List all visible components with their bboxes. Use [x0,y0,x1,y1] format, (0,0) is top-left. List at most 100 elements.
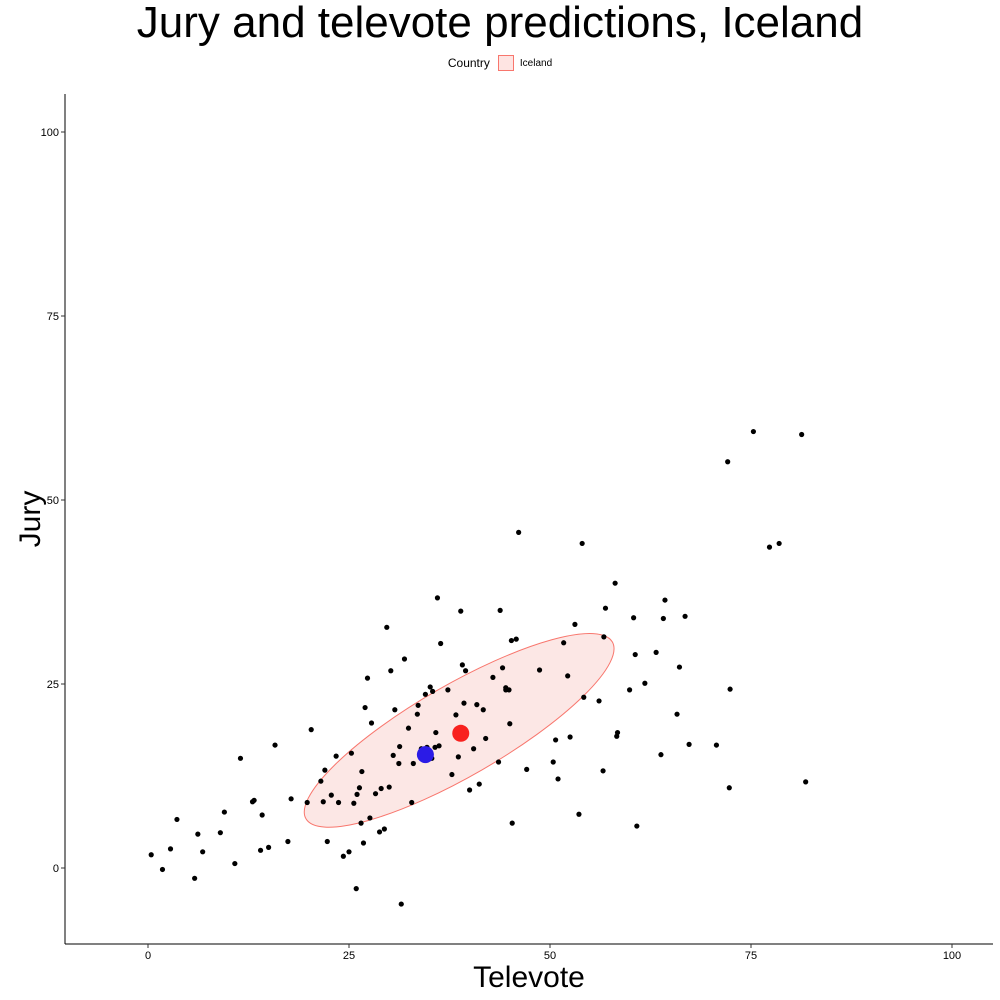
legend-title: Country [447,56,490,70]
data-point [803,779,809,785]
x-axis-title: Televote [473,961,585,994]
data-point [461,700,467,706]
x-tick-label: 100 [943,950,961,962]
data-point [490,674,496,680]
data-point [430,688,436,694]
data-point [434,595,441,601]
data-point [367,815,373,821]
data-point [634,823,640,829]
data-point [433,729,439,736]
data-point [474,702,480,708]
data-point [642,680,648,686]
data-point [335,799,342,806]
data-point [217,830,223,836]
data-point [401,656,408,662]
data-point [354,791,360,798]
data-point [572,621,578,627]
data-point [348,750,355,756]
data-point [358,820,364,826]
data-point [495,759,502,765]
data-point [195,831,201,837]
data-point [320,799,326,805]
data-point [682,613,688,619]
data-point [503,687,509,693]
data-point [686,741,692,747]
legend-key-iceland [497,55,514,71]
data-point [362,704,368,711]
data-point [351,800,357,806]
data-point [304,799,310,806]
data-point [524,766,530,772]
data-point [453,712,459,718]
chart-title: Jury and televote predictions, Iceland [136,0,864,47]
data-point [480,707,486,713]
data-point [200,849,206,855]
data-point [422,691,428,697]
data-point [725,459,731,465]
data-point [257,847,264,853]
data-point [356,785,363,791]
data-point [567,734,573,740]
data-point [553,737,559,743]
y-tick-label: 100 [41,127,59,139]
data-point [438,640,444,647]
data-point [508,637,515,644]
data-point [251,797,257,803]
data-point [396,760,402,767]
x-tick-label: 75 [745,950,757,962]
iceland-televote-point [416,746,434,764]
data-point [415,702,421,708]
data-point [384,624,390,630]
data-point [766,544,773,550]
data-point [713,742,720,748]
data-point [346,849,352,855]
data-point [360,840,367,846]
data-point [388,668,394,674]
points-layer [148,428,809,907]
data-point [555,776,561,782]
data-point [632,651,638,658]
data-point [662,597,668,603]
data-point [581,694,587,700]
data-point [285,838,291,845]
data-point [414,711,420,717]
data-point [653,649,659,655]
data-point [601,634,607,640]
data-point [405,725,412,731]
y-tick-label: 75 [47,311,59,323]
iceland-jury-point [452,724,470,742]
data-point [392,707,398,713]
data-point [266,844,272,850]
data-point [364,675,371,681]
data-point [378,785,384,792]
data-point [516,529,522,535]
data-point [322,767,328,773]
data-point [340,853,346,859]
data-point [432,744,438,750]
data-point [602,605,609,611]
data-point [221,809,227,815]
data-point [368,720,375,726]
data-point [462,668,469,674]
data-point [676,664,683,670]
data-point [353,886,359,892]
data-point [308,727,314,733]
data-point [776,540,782,547]
data-point [600,768,606,774]
data-point [409,799,415,806]
data-point [288,796,294,802]
data-point [410,760,416,767]
data-point [390,752,396,758]
data-point [561,640,567,646]
data-point [359,768,365,775]
data-point [167,846,174,852]
data-point [328,792,334,798]
data-point [507,721,513,727]
axes: 0 25 50 75 100 0 25 50 75 100 [41,94,993,962]
data-point [372,791,379,797]
data-point [376,829,383,835]
data-point [445,687,451,693]
data-point [398,901,404,907]
data-point [471,746,477,752]
